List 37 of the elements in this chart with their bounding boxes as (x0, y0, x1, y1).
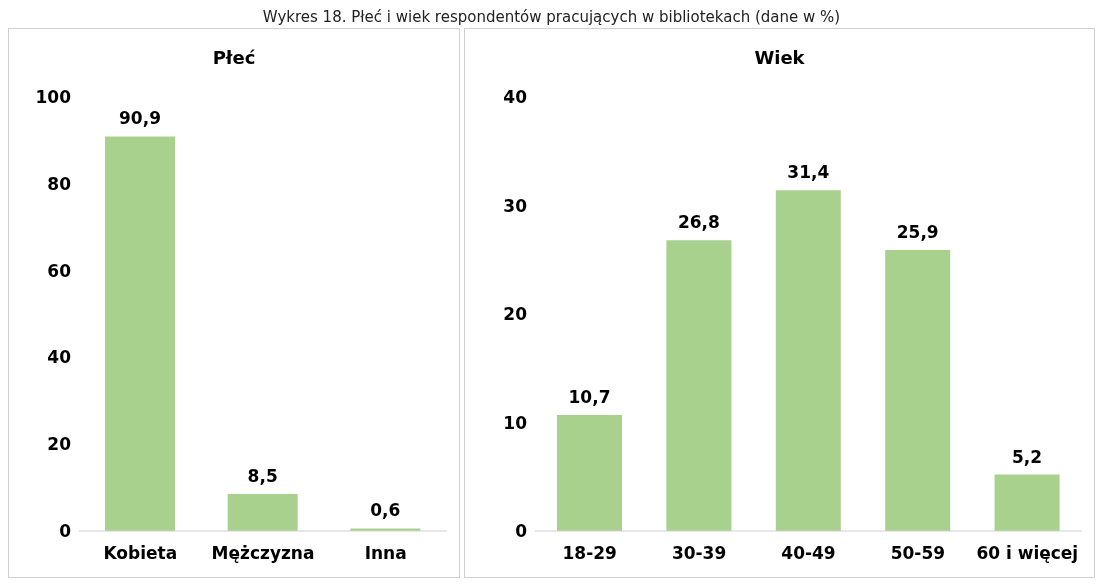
x-tick-label: 40-49 (781, 543, 836, 564)
x-tick-label: Inna (364, 543, 407, 564)
y-tick-label: 100 (35, 87, 72, 108)
y-tick-label: 60 (47, 260, 72, 281)
text: Wykres 18. Płeć i wiek respondentów pracujących w bibliotekach (dane w %) (261, 8, 842, 28)
x-tick-label: 18-29 (562, 543, 617, 564)
y-tick-label: 30 (503, 195, 528, 216)
x-tick-label: Kobieta (103, 543, 178, 564)
data-label: 25,9 (896, 221, 939, 242)
data-label: 90,9 (119, 108, 161, 129)
y-tick-label: 20 (47, 434, 72, 455)
bar (557, 414, 622, 531)
chart-title: Wiek (753, 47, 806, 70)
x-tick-label: 50-59 (890, 543, 946, 564)
bar (666, 240, 732, 531)
y-tick-label: 40 (503, 87, 528, 108)
bar (105, 136, 175, 531)
x-tick-label: Mężczyzna (211, 543, 315, 564)
y-tick-label: 80 (47, 173, 72, 194)
y-tick-label: 0 (59, 521, 72, 542)
bar (994, 474, 1060, 531)
data-label: 26,8 (677, 212, 720, 233)
bar (227, 494, 298, 531)
bar (885, 249, 951, 531)
x-tick-label: 30-39 (671, 543, 727, 564)
y-tick-label: 0 (515, 521, 528, 542)
data-label: 0,6 (370, 500, 401, 521)
x-tick-label: 60 i więcej (976, 543, 1079, 564)
data-label: 31,4 (787, 162, 830, 183)
data-label: 10,7 (568, 386, 611, 407)
data-label: 8,5 (247, 466, 278, 487)
y-tick-label: 10 (503, 412, 528, 433)
chart-title: Płeć (211, 47, 257, 70)
data-label: 5,2 (1012, 446, 1043, 467)
y-tick-label: 40 (47, 347, 72, 368)
bar (775, 190, 841, 531)
y-tick-label: 20 (503, 304, 528, 325)
